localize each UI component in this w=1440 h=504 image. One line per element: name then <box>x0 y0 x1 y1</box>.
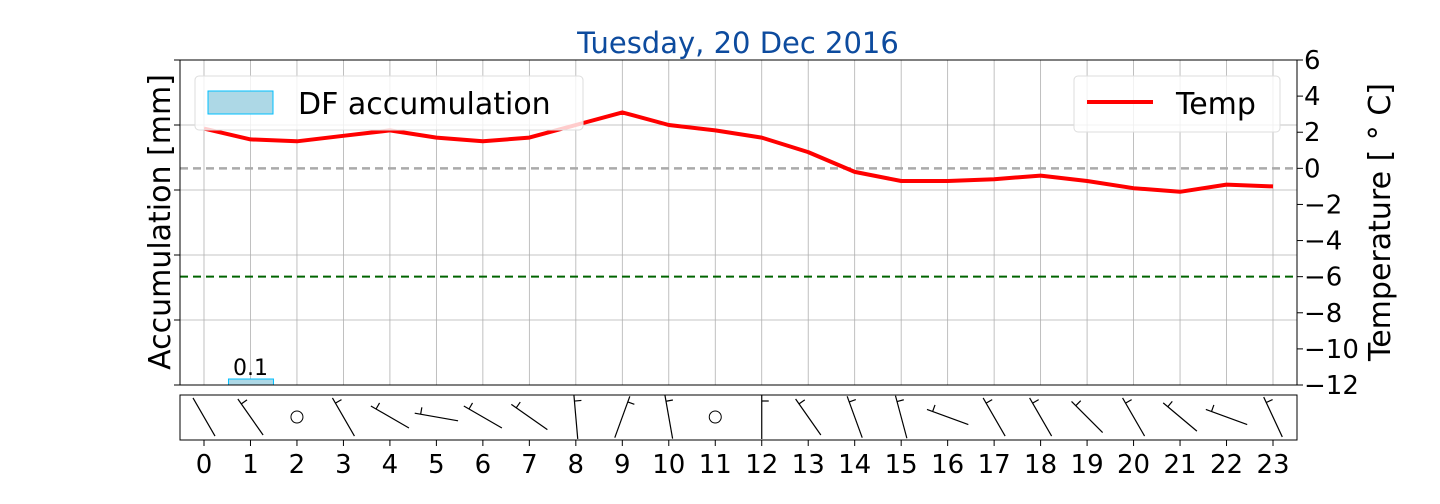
wind-barb-flag <box>1032 399 1039 404</box>
right-tick-label: 4 <box>1304 82 1321 112</box>
x-tick-label: 7 <box>521 450 538 480</box>
wind-barb-flag <box>240 399 248 405</box>
wind-barb-staff <box>846 396 863 438</box>
wind-barb-staff <box>370 405 410 429</box>
x-tick-label: 11 <box>699 450 732 480</box>
legend-box <box>1073 75 1281 133</box>
x-tick-label: 4 <box>382 450 399 480</box>
wind-barb-flag <box>985 399 993 404</box>
wind-barb-staff <box>894 395 908 439</box>
legend-label-accumulation: DF accumulation <box>298 87 551 122</box>
wind-barb-flag <box>665 399 674 402</box>
reference-lines <box>180 167 1297 278</box>
wind-barb-flag <box>515 401 521 409</box>
legend-accumulation: DF accumulation <box>194 75 584 131</box>
wind-barb-staff <box>510 403 548 431</box>
wind-barb-staff <box>1122 397 1146 437</box>
x-tick-label: 15 <box>885 450 918 480</box>
wind-barb-flag <box>932 404 936 412</box>
left-axis-label: Accumulation [mm] <box>143 74 178 370</box>
wind-barb-panel <box>179 394 1298 441</box>
wind-barb-flag <box>1167 400 1173 408</box>
wind-barb-staff <box>1205 408 1248 426</box>
x-tick-label: 18 <box>1024 450 1057 480</box>
right-tick-label: −12 <box>1304 371 1359 401</box>
wind-barb-flag <box>1210 404 1215 412</box>
wind-barb-flag <box>420 407 423 415</box>
legend-label-temp: Temp <box>1175 87 1256 122</box>
wind-barb-staff <box>664 395 674 439</box>
x-tick-label: 6 <box>475 450 492 480</box>
wind-barbs <box>192 395 1283 439</box>
right-tick-label: −8 <box>1304 299 1342 329</box>
legend-swatch-accumulation <box>207 90 274 115</box>
x-tick-label: 13 <box>792 450 825 480</box>
right-tick-label: 2 <box>1304 118 1321 148</box>
wind-barb-staff <box>414 412 459 422</box>
wind-barb-flag <box>468 402 474 410</box>
right-tick-label: −10 <box>1304 335 1359 365</box>
x-tick-label: 19 <box>1071 450 1104 480</box>
x-tick-label: 0 <box>196 450 213 480</box>
wind-barb-flag <box>896 399 904 403</box>
wind-barb-staff <box>926 408 969 426</box>
right-tick-label: 0 <box>1304 154 1321 184</box>
x-tick-label: 22 <box>1210 450 1243 480</box>
bar-data-label: 0.1 <box>233 356 268 381</box>
plot-frame <box>179 59 1298 386</box>
wind-barb-staff <box>331 397 355 437</box>
wind-barb-flag <box>1075 400 1082 407</box>
x-tick-label: 8 <box>568 450 585 480</box>
x-tick-label: 12 <box>745 450 778 480</box>
x-tick-label: 3 <box>335 450 352 480</box>
temperature-line <box>203 110 1274 194</box>
x-tick-label: 21 <box>1163 450 1196 480</box>
wind-barb-staff <box>1071 401 1104 433</box>
wind-barb-flag <box>335 399 342 404</box>
wind-barb-staff <box>982 397 1006 437</box>
wind-barb-staff <box>192 397 216 437</box>
x-tick-label: 23 <box>1256 450 1289 480</box>
x-tick-label: 1 <box>242 450 259 480</box>
wind-barb-staff <box>1263 396 1283 438</box>
wind-barb-flag <box>798 399 806 405</box>
wind-barb-flag <box>375 402 381 410</box>
wind-barb-flag <box>1125 399 1132 404</box>
right-tick-label: −2 <box>1304 190 1342 220</box>
wind-barb-staff <box>1029 397 1053 437</box>
right-tick-label: 6 <box>1304 46 1321 76</box>
wind-barb-flag <box>1265 398 1273 404</box>
wind-barb-staff <box>1162 402 1198 432</box>
wind-barb-staff <box>463 405 503 429</box>
wind-barb-flag <box>574 399 582 402</box>
calm-wind-circle <box>290 410 304 424</box>
temp-series-line <box>203 110 1274 194</box>
legend-temp: Temp <box>1073 75 1281 133</box>
x-tick-label: 14 <box>838 450 871 480</box>
x-tick-label: 17 <box>978 450 1011 480</box>
chart-title: Tuesday, 20 Dec 2016 <box>576 26 899 60</box>
right-tick-label: −4 <box>1304 227 1342 257</box>
x-tick-label: 16 <box>931 450 964 480</box>
right-axis-label: Temperature [ ° C] <box>1363 83 1398 362</box>
wind-barb-staff <box>614 396 631 438</box>
wind-barb-staff <box>795 398 822 436</box>
right-tick-label: −6 <box>1304 263 1342 293</box>
x-tick-label: 20 <box>1117 450 1150 480</box>
legend-box <box>194 75 584 131</box>
wind-barb-flag <box>849 399 857 403</box>
accumulation-bars: 0.1 <box>227 356 274 386</box>
x-tick-label: 2 <box>289 450 306 480</box>
wind-barb-staff <box>237 398 264 436</box>
x-tick-label: 5 <box>428 450 445 480</box>
calm-wind-circle <box>708 410 722 424</box>
wind-barb-flag <box>627 401 635 405</box>
x-axis-ticks: 0 1 2 3 4 5 6 7 8 9 10 11 12 13 14 15 16 17 18 19 20 21 22 23 <box>196 440 1290 480</box>
wind-barb-staff <box>573 395 579 439</box>
right-axis-ticks: 6 4 2 0 −2 −4 −6 −8 −10 −12 <box>1297 46 1359 401</box>
x-tick-label: 9 <box>614 450 631 480</box>
left-axis-ticks <box>174 59 180 386</box>
x-tick-label: 10 <box>652 450 685 480</box>
